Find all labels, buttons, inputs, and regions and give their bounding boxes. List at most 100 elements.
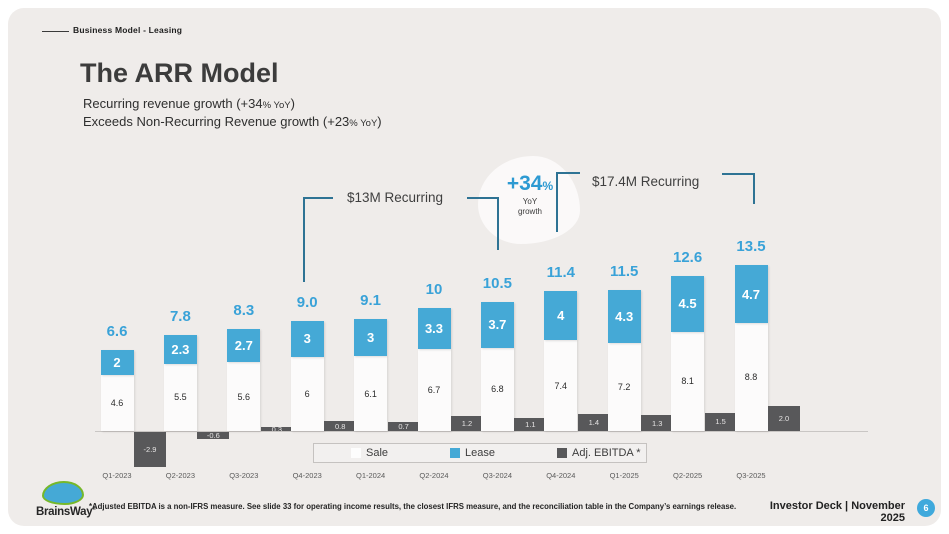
category-label: Q3-2025 — [736, 471, 766, 480]
bar-ebitda: 0.7 — [387, 422, 420, 431]
bar-ebitda-label: 0.8 — [334, 421, 346, 431]
bar-ebitda: 1.4 — [577, 413, 610, 431]
bar-sale: 6.1 — [354, 356, 388, 431]
bar-total: 6.6 — [106, 323, 128, 341]
subtitle-text: Exceeds Non-Recurring Revenue growth (+2… — [83, 114, 350, 129]
bar-total: 9.0 — [296, 293, 318, 311]
bar-total: 11.4 — [546, 264, 575, 282]
bar-ebitda: 1.2 — [451, 416, 483, 431]
bracket-17m-right-vertical — [753, 173, 755, 204]
bar-sale: 5.6 — [227, 362, 261, 431]
bar-lease-label: 2.3 — [171, 341, 190, 357]
eyebrow-label: Business Model - Leasing — [73, 25, 183, 35]
bar-sale: 8.8 — [734, 323, 768, 431]
ebitda-footnote: *Adjusted EBITDA is a non-IFRS measure. … — [89, 502, 737, 511]
bar-sale: 6.8 — [480, 347, 514, 431]
bar-lease-label: 4.5 — [678, 296, 697, 312]
bar-ebitda: 1.5 — [704, 412, 737, 431]
bar-sale: 6.7 — [417, 348, 451, 431]
recurring-2024-label: $13M Recurring — [347, 190, 444, 205]
bar-lease-label: 4.7 — [741, 286, 761, 302]
category-label: Q1-2024 — [356, 471, 386, 480]
bar-sale: 7.4 — [544, 340, 578, 431]
growth-percent-sign: % — [542, 179, 554, 193]
bar-lease: 3 — [290, 320, 324, 358]
bar-ebitda: 1.3 — [641, 415, 674, 431]
bar-total: 8.3 — [233, 302, 255, 320]
bar-ebitda-label: 1.2 — [461, 419, 473, 429]
legend-swatch-sale — [351, 448, 361, 458]
bar-lease-label: 2 — [113, 354, 121, 370]
category-label: Q2-2023 — [165, 471, 195, 480]
subtitle-small-text: % YoY — [262, 100, 291, 111]
category-label: Q4-2024 — [546, 471, 576, 480]
bar-total: 10.5 — [482, 275, 512, 293]
subtitle-text: ) — [377, 114, 382, 129]
legend-item-sale: Sale — [351, 447, 388, 459]
legend-item-lease: Lease — [450, 447, 495, 459]
category-label: Q4-2023 — [292, 471, 322, 480]
bracket-17m-left-vertical — [556, 172, 558, 232]
bar-lease: 4 — [544, 291, 578, 341]
subtitle-line-1: Recurring revenue growth (+34% YoY) — [83, 96, 295, 111]
page-number-badge: 6 — [917, 499, 935, 517]
bar-total: 12.6 — [672, 249, 703, 267]
bar-ebitda: 1.1 — [514, 417, 547, 431]
bar-sale-label: 6.7 — [427, 384, 441, 395]
category-label: Q3-2023 — [229, 471, 259, 480]
bar-total: 10 — [425, 281, 443, 299]
bar-lease: 3.7 — [480, 302, 514, 348]
bar-total: 11.5 — [610, 262, 639, 280]
legend-label-lease: Lease — [465, 447, 496, 459]
legend-label-sale: Sale — [366, 447, 389, 459]
growth-value: +34 — [506, 172, 543, 195]
bar-sale-label: 7.4 — [554, 380, 568, 391]
bar-lease-label: 3.3 — [424, 321, 444, 337]
eyebrow-dash — [42, 31, 69, 33]
bar-ebitda-label: 1.4 — [588, 417, 600, 427]
bar-lease: 4.5 — [671, 276, 705, 332]
bar-ebitda-label: 1.3 — [651, 418, 663, 428]
bar-ebitda: 0.3 — [260, 427, 293, 431]
growth-badge: +34% YoY growth — [492, 172, 568, 217]
bar-sale-label: 8.1 — [681, 376, 694, 387]
bar-ebitda-label: 1.5 — [715, 417, 726, 427]
bar-ebitda: 0.8 — [324, 421, 357, 431]
bar-sale: 5.5 — [163, 363, 197, 431]
bar-lease: 3.3 — [417, 308, 451, 349]
subtitle-line-2: Exceeds Non-Recurring Revenue growth (+2… — [83, 114, 382, 129]
bar-ebitda: 2.0 — [768, 406, 800, 431]
bar-sale-label: 6 — [304, 389, 310, 400]
bar-ebitda-label: 2.0 — [778, 414, 790, 424]
bar-lease: 2.7 — [227, 329, 261, 363]
growth-highlight-blob — [478, 156, 580, 244]
bar-lease-label: 3.7 — [488, 317, 507, 333]
subtitle-text: ) — [290, 96, 295, 111]
category-label: Q1-2023 — [102, 471, 132, 480]
brainsway-logo-icon — [42, 481, 84, 505]
bar-lease: 3 — [354, 319, 388, 357]
bar-lease-label: 3 — [366, 330, 375, 346]
bar-sale-label: 5.6 — [237, 391, 251, 402]
bar-lease-label: 4 — [557, 308, 565, 324]
bar-total: 7.8 — [169, 308, 191, 326]
bar-total: 9.1 — [360, 292, 382, 310]
brainsway-logo-wordmark: BrainsWay® — [36, 506, 96, 518]
registered-mark: ® — [92, 506, 96, 513]
category-label: Q2-2025 — [673, 471, 703, 480]
bar-sale-label: 7.2 — [617, 381, 631, 392]
recurring-2025-label: $17.4M Recurring — [592, 174, 700, 189]
bar-ebitda-label: -0.6 — [206, 431, 220, 439]
growth-caption-yoy: YoY — [522, 197, 538, 206]
bar-sale-label: 4.6 — [110, 397, 124, 408]
bar-sale-label: 8.8 — [744, 372, 758, 382]
bracket-13m-left-vertical — [303, 197, 305, 282]
bar-sale-label: 6.1 — [364, 388, 377, 399]
x-axis-line — [95, 431, 868, 432]
growth-caption-growth: growth — [517, 207, 542, 216]
subtitle-small-text: % YoY — [349, 118, 378, 129]
deck-date-label: Investor Deck | November 2025 — [769, 500, 905, 524]
bracket-13m-left-horizontal — [303, 197, 333, 199]
bar-ebitda-label: 0.3 — [272, 427, 282, 431]
bar-ebitda: -0.6 — [197, 431, 230, 439]
